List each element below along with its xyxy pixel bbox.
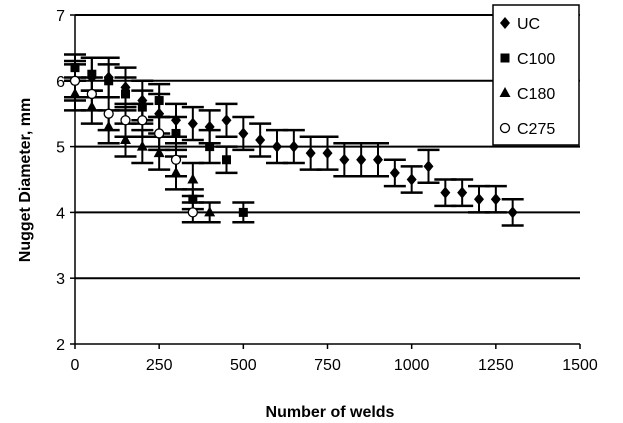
- y-tick-label: 6: [56, 74, 65, 91]
- point-uc: [204, 120, 215, 133]
- point-uc: [490, 193, 501, 206]
- point-c100: [154, 96, 164, 106]
- x-tick-label: 1500: [562, 357, 598, 374]
- y-tick-label: 2: [56, 337, 65, 354]
- point-c275: [137, 115, 148, 126]
- point-uc: [221, 114, 232, 127]
- legend-label-c275: C275: [517, 121, 555, 138]
- legend-marker-uc: [500, 17, 510, 29]
- point-c180: [187, 173, 199, 184]
- point-uc: [272, 140, 282, 153]
- legend: UC C100 C180 C275: [492, 4, 580, 146]
- point-c180: [170, 166, 182, 177]
- point-c100: [87, 69, 97, 79]
- legend-label-c100: C100: [517, 51, 555, 68]
- point-uc: [154, 107, 165, 120]
- y-tick-label: 3: [56, 271, 65, 288]
- y-axis-label: Nugget Diameter, mm: [17, 98, 34, 262]
- point-c275: [170, 154, 182, 165]
- point-c180: [103, 120, 115, 131]
- point-uc: [187, 117, 198, 130]
- x-axis-label: Number of welds: [266, 404, 395, 421]
- legend-marker-c100: [500, 53, 510, 63]
- point-c180: [204, 206, 216, 217]
- data-points: [69, 63, 518, 219]
- point-c275: [187, 207, 198, 218]
- point-c100: [238, 207, 248, 217]
- point-uc: [238, 127, 249, 140]
- x-tick-label: 250: [146, 357, 173, 374]
- point-c180: [136, 140, 148, 151]
- x-tick-label: 0: [71, 357, 80, 374]
- x-tick-label: 500: [230, 357, 257, 374]
- point-c275: [86, 88, 97, 100]
- point-c100: [70, 63, 80, 73]
- point-uc: [288, 140, 299, 153]
- point-uc: [255, 134, 266, 147]
- point-c275: [103, 108, 114, 119]
- point-uc: [423, 160, 434, 173]
- point-uc: [339, 153, 350, 166]
- point-uc: [322, 147, 333, 160]
- point-c180: [153, 147, 165, 158]
- x-tick-label: 1250: [478, 357, 514, 374]
- point-c100: [188, 194, 198, 204]
- point-c275: [120, 115, 131, 126]
- y-tick-label: 5: [56, 140, 65, 157]
- point-uc: [305, 147, 316, 160]
- x-tick-label: 1000: [394, 357, 430, 374]
- y-tick-label: 4: [56, 205, 65, 222]
- point-c100: [205, 142, 215, 152]
- point-uc: [474, 193, 484, 206]
- point-c100: [104, 76, 114, 86]
- point-c180: [120, 134, 131, 145]
- legend-label-uc: UC: [517, 16, 540, 33]
- legend-box: [492, 4, 580, 146]
- point-c275: [154, 128, 165, 139]
- point-uc: [389, 166, 400, 179]
- point-c180: [86, 101, 98, 112]
- point-c100: [121, 89, 130, 99]
- y-tick-label: 7: [56, 8, 65, 25]
- point-uc: [507, 206, 518, 219]
- tick-labels: 2 3 4 5 6 7 0 250 500 750 1000 1250 1500: [56, 8, 598, 374]
- point-c100: [222, 155, 231, 165]
- legend-marker-c180: [499, 87, 511, 97]
- point-c180: [69, 87, 81, 98]
- point-uc: [457, 186, 468, 199]
- legend-label-c180: C180: [517, 86, 555, 103]
- point-uc: [171, 114, 181, 127]
- point-c100: [171, 128, 181, 138]
- point-c275: [69, 75, 81, 86]
- point-uc: [406, 173, 417, 186]
- point-c100: [137, 102, 147, 112]
- point-uc: [440, 186, 451, 199]
- point-uc: [356, 153, 367, 166]
- legend-marker-c275: [499, 122, 511, 134]
- point-uc: [373, 153, 383, 166]
- x-tick-label: 750: [314, 357, 341, 374]
